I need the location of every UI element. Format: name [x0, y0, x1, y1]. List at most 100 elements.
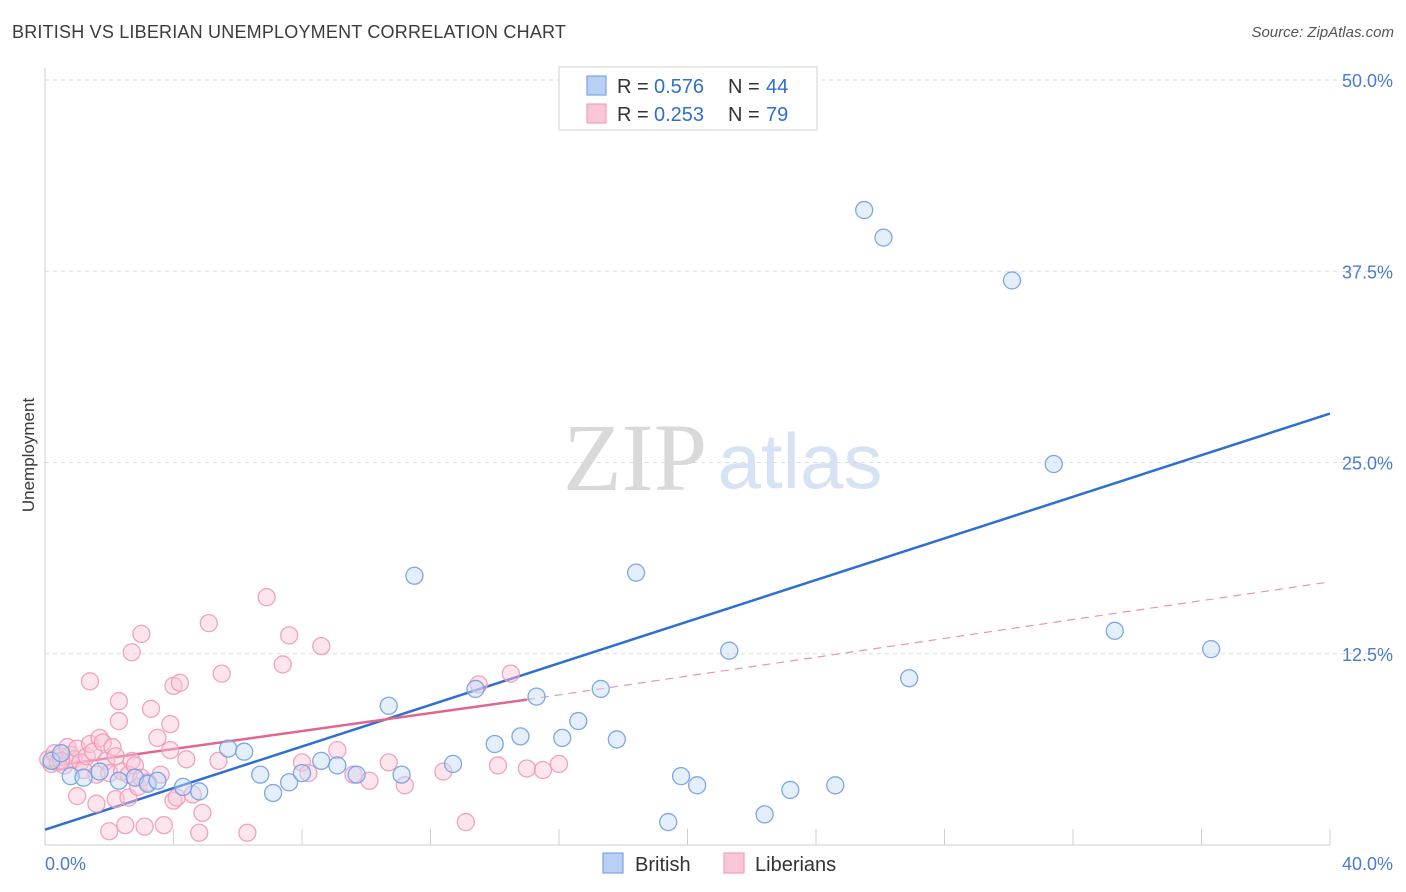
- data-point-liberians: [116, 815, 135, 835]
- data-points: [39, 200, 1221, 842]
- data-point-liberians: [100, 822, 119, 841]
- data-point-british: [485, 734, 504, 754]
- data-point-liberians: [161, 740, 180, 760]
- data-point-liberians: [190, 823, 209, 842]
- data-point-british: [720, 641, 739, 660]
- data-point-british: [263, 783, 283, 803]
- data-point-british: [607, 730, 626, 749]
- data-point-liberians: [51, 751, 71, 770]
- data-point-liberians: [154, 815, 174, 835]
- data-point-british: [591, 679, 610, 699]
- data-point-british: [569, 711, 588, 731]
- watermark-zip: ZIP: [563, 404, 707, 511]
- data-point-liberians: [93, 733, 112, 752]
- data-point-liberians: [273, 655, 292, 674]
- data-point-british: [687, 776, 707, 795]
- legend-r-value: 0.253: [654, 104, 704, 126]
- data-point-british: [755, 805, 774, 824]
- data-point-british: [235, 742, 254, 761]
- y-tick-label: 50.0%: [1342, 71, 1393, 91]
- data-point-liberians: [501, 664, 520, 683]
- data-point-british: [347, 765, 366, 784]
- grid: [45, 79, 1392, 655]
- data-point-liberians: [199, 614, 218, 633]
- data-point-liberians: [312, 636, 331, 656]
- data-point-liberians: [80, 672, 100, 691]
- data-point-liberians: [238, 823, 257, 842]
- data-point-british: [392, 765, 411, 784]
- data-point-british: [148, 771, 167, 790]
- data-point-liberians: [141, 699, 161, 718]
- legend-n-label: N =: [728, 76, 760, 98]
- data-point-british: [900, 669, 919, 688]
- data-point-liberians: [164, 791, 183, 810]
- data-point-british: [292, 763, 312, 783]
- x-tick-label: 40.0%: [1342, 854, 1393, 874]
- data-point-liberians: [109, 711, 129, 731]
- bottom-legend: British Liberians: [602, 852, 836, 876]
- data-point-british: [109, 771, 129, 790]
- data-point-british: [527, 687, 546, 706]
- data-point-liberians: [328, 740, 347, 760]
- data-point-liberians: [434, 762, 453, 781]
- chart-title: BRITISH VS LIBERIAN UNEMPLOYMENT CORRELA…: [12, 22, 567, 42]
- data-point-liberians: [379, 753, 398, 772]
- data-point-british: [379, 696, 398, 715]
- data-point-british: [1002, 271, 1022, 290]
- legend-r-label: R =: [617, 76, 649, 98]
- data-point-british: [659, 812, 678, 832]
- data-point-liberians: [533, 760, 553, 780]
- y-tick-label: 12.5%: [1342, 645, 1393, 665]
- y-tick-label: 37.5%: [1342, 262, 1393, 282]
- data-point-british: [173, 777, 193, 797]
- data-point-liberians: [109, 692, 129, 711]
- data-point-british: [466, 679, 485, 699]
- bottom-legend-label-british: British: [635, 854, 691, 876]
- data-point-british: [74, 768, 93, 787]
- data-point-british: [51, 744, 71, 763]
- x-tick-label: 0.0%: [45, 854, 86, 874]
- data-point-liberians: [279, 626, 299, 645]
- chart-source: Source: ZipAtlas.com: [1251, 24, 1394, 41]
- y-tick-label: 25.0%: [1342, 454, 1393, 474]
- data-point-british: [312, 751, 331, 770]
- data-point-british: [626, 563, 646, 582]
- legend-r-label: R =: [617, 104, 649, 126]
- data-point-british: [1044, 454, 1063, 474]
- data-point-british: [671, 767, 691, 786]
- data-point-liberians: [212, 664, 231, 683]
- data-point-british: [190, 782, 209, 801]
- data-point-liberians: [177, 750, 196, 769]
- data-point-liberians: [456, 812, 475, 832]
- data-point-liberians: [148, 728, 167, 748]
- data-point-british: [443, 754, 463, 774]
- data-point-british: [553, 728, 572, 748]
- data-point-liberians: [517, 759, 537, 778]
- legend-swatch-british: [586, 75, 607, 96]
- data-point-liberians: [135, 817, 154, 836]
- data-point-british: [511, 727, 530, 746]
- watermark: ZIP atlas: [563, 404, 882, 511]
- data-point-liberians: [122, 643, 141, 662]
- data-point-liberians: [395, 776, 414, 795]
- data-point-liberians: [67, 786, 87, 806]
- data-point-liberians: [161, 714, 180, 734]
- trend-line-liberians-extended: [526, 581, 1331, 701]
- data-point-liberians: [132, 624, 151, 644]
- data-point-british: [42, 751, 61, 770]
- data-point-british: [826, 776, 845, 795]
- data-point-liberians: [209, 751, 228, 770]
- bottom-legend-swatch-british: [602, 852, 624, 874]
- data-point-liberians: [549, 754, 569, 774]
- legend-swatch-liberians: [586, 103, 607, 124]
- data-point-british: [781, 780, 800, 800]
- bottom-legend-swatch-liberians: [723, 852, 745, 874]
- data-point-liberians: [292, 753, 312, 772]
- data-point-british: [251, 765, 270, 784]
- data-point-liberians: [299, 763, 318, 783]
- data-point-british: [855, 200, 874, 220]
- data-point-british: [1201, 640, 1221, 659]
- data-point-british: [1105, 621, 1124, 640]
- legend-r-value: 0.576: [654, 76, 704, 98]
- data-point-british: [279, 773, 299, 792]
